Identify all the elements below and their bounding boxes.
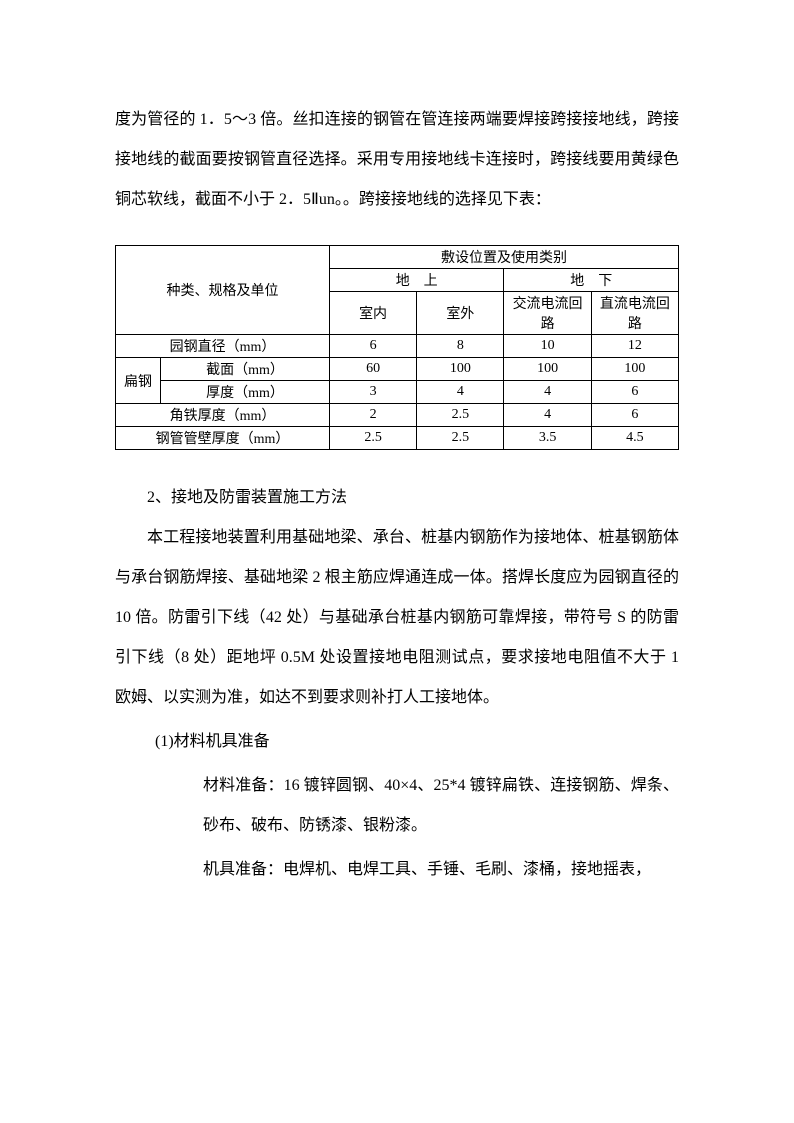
data-cell: 100: [417, 358, 504, 381]
list-item-1: (1)材料机具准备: [115, 722, 679, 762]
data-cell: 10: [504, 335, 591, 358]
data-cell: 4.5: [591, 427, 678, 450]
data-cell: 4: [504, 404, 591, 427]
data-cell: 2.5: [329, 427, 416, 450]
row-label-cell: 钢管管壁厚度（mm）: [116, 427, 330, 450]
section-heading-2: 2、接地及防雷装置施工方法: [115, 478, 679, 518]
data-cell: 3.5: [504, 427, 591, 450]
data-cell: 2: [329, 404, 416, 427]
header-main-cell: 敷设位置及使用类别: [329, 246, 678, 269]
material-paragraph-2: 机具准备：电焊机、电焊工具、手锤、毛刷、漆桶，接地摇表，: [203, 850, 679, 890]
data-cell: 60: [329, 358, 416, 381]
body-paragraph-2: 本工程接地装置利用基础地梁、承台、桩基内钢筋作为接地体、桩基钢筋体与承台钢筋焊接…: [115, 518, 679, 718]
header-below-cell: 地 下: [504, 269, 679, 292]
flat-steel-label-cell: 扁钢: [116, 358, 161, 404]
header-dc-cell: 直流电流回路: [591, 292, 678, 335]
specification-table: 种类、规格及单位 敷设位置及使用类别 地 上 地 下 室内 室外 交流电流回路 …: [115, 245, 679, 450]
table-row: 园钢直径（mm） 6 8 10 12: [116, 335, 679, 358]
data-cell: 100: [504, 358, 591, 381]
data-cell: 6: [329, 335, 416, 358]
header-outdoor-cell: 室外: [417, 292, 504, 335]
row-label-cell: 截面（mm）: [161, 358, 330, 381]
row-label-cell: 园钢直径（mm）: [116, 335, 330, 358]
data-cell: 2.5: [417, 404, 504, 427]
header-indoor-cell: 室内: [329, 292, 416, 335]
table-row: 扁钢 截面（mm） 60 100 100 100: [116, 358, 679, 381]
specification-table-wrapper: 种类、规格及单位 敷设位置及使用类别 地 上 地 下 室内 室外 交流电流回路 …: [115, 245, 679, 450]
data-cell: 100: [591, 358, 678, 381]
data-cell: 4: [417, 381, 504, 404]
table-header-row-1: 种类、规格及单位 敷设位置及使用类别: [116, 246, 679, 269]
row-label-cell: 角铁厚度（mm）: [116, 404, 330, 427]
table-row: 厚度（mm） 3 4 4 6: [116, 381, 679, 404]
table-row: 角铁厚度（mm） 2 2.5 4 6: [116, 404, 679, 427]
header-ac-cell: 交流电流回路: [504, 292, 591, 335]
header-above-cell: 地 上: [329, 269, 504, 292]
row-label-cell: 厚度（mm）: [161, 381, 330, 404]
header-spec-cell: 种类、规格及单位: [116, 246, 330, 335]
table-row: 钢管管壁厚度（mm） 2.5 2.5 3.5 4.5: [116, 427, 679, 450]
material-paragraph-1: 材料准备：16 镀锌圆钢、40×4、25*4 镀锌扁铁、连接钢筋、焊条、砂布、破…: [203, 766, 679, 846]
intro-paragraph: 度为管径的 1．5～3 倍。丝扣连接的钢管在管连接两端要焊接跨接接地线，跨接接地…: [115, 100, 679, 220]
data-cell: 12: [591, 335, 678, 358]
data-cell: 4: [504, 381, 591, 404]
data-cell: 8: [417, 335, 504, 358]
data-cell: 6: [591, 381, 678, 404]
data-cell: 3: [329, 381, 416, 404]
body-content: 2、接地及防雷装置施工方法 本工程接地装置利用基础地梁、承台、桩基内钢筋作为接地…: [115, 478, 679, 890]
data-cell: 6: [591, 404, 678, 427]
data-cell: 2.5: [417, 427, 504, 450]
